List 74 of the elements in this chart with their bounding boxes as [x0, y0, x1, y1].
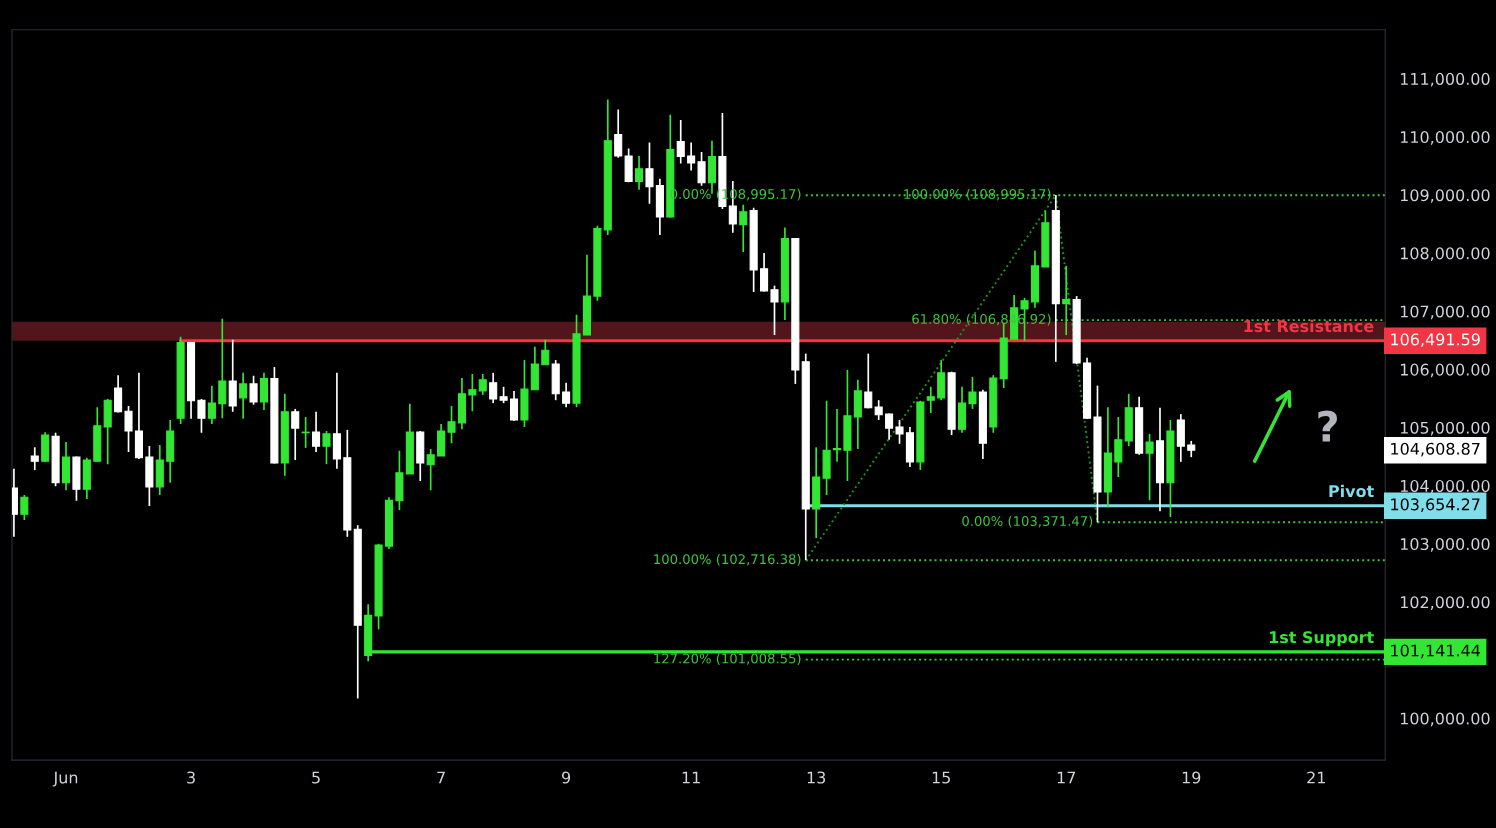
x-tick-label: 11	[682, 771, 700, 784]
candlestick	[259, 372, 269, 411]
y-tick-label: 100,000.00	[1400, 712, 1490, 727]
y-tick-label: 106,000.00	[1400, 363, 1490, 378]
y-tick-label: 103,000.00	[1400, 538, 1490, 552]
y-tick-label: 110,000.00	[1400, 131, 1490, 145]
data-label: 103,654.27	[1391, 498, 1480, 513]
candlestick	[739, 203, 748, 253]
candlestick	[114, 374, 123, 414]
y-tick-label: 108,000.00	[1400, 247, 1490, 262]
candlestick	[687, 141, 696, 172]
series-label: Pivot	[1329, 484, 1374, 498]
candlestick	[20, 494, 29, 521]
annotation: 100.00% (102,716.38)	[654, 553, 801, 566]
candlestick	[614, 108, 623, 159]
candlestick	[760, 252, 769, 293]
candlestick	[30, 446, 39, 471]
candlestick	[426, 448, 435, 492]
candlestick	[864, 352, 873, 410]
candlestick	[291, 408, 300, 461]
candlestick	[1114, 416, 1123, 478]
candlestick	[968, 376, 977, 410]
y-tick-label: 111,000.00	[1400, 72, 1490, 87]
x-tick-label: 15	[932, 771, 950, 784]
y-tick-label: 105,000.00	[1400, 421, 1490, 436]
x-tick-label: 21	[1307, 771, 1325, 784]
annotation: 127.20% (101,008.55)	[654, 653, 801, 665]
y-tick-label: 109,000.00	[1400, 189, 1490, 203]
x-tick-label: 9	[562, 771, 571, 784]
x-tick-label: 17	[1057, 771, 1076, 784]
candlestick	[676, 119, 685, 165]
candlestick	[1145, 433, 1154, 502]
x-tick-label: 5	[312, 771, 320, 784]
series-label: 1st Support	[1269, 631, 1374, 647]
x-tick-label: 13	[807, 771, 826, 784]
x-tick-label: Jun	[52, 771, 78, 787]
candlestick	[322, 430, 331, 465]
candlestick	[489, 372, 498, 404]
candlestick	[509, 390, 519, 422]
annotation: 0.00% (103,371.47)	[962, 515, 1093, 528]
annotation: 100.00% (108,995.17)	[904, 188, 1051, 201]
candlestick	[197, 398, 206, 434]
series-label: 1st Resistance	[1244, 319, 1374, 333]
candlestick	[541, 338, 550, 366]
candlestick	[239, 372, 248, 420]
candlestick	[926, 385, 935, 414]
candlestick	[447, 405, 456, 445]
candlestick	[635, 155, 644, 191]
x-tick-label: 7	[437, 771, 445, 784]
y-tick-label: 102,000.00	[1400, 596, 1490, 610]
candlestick	[832, 408, 842, 463]
candlestick	[312, 410, 321, 453]
candlestick	[207, 384, 216, 425]
candlestick	[874, 399, 883, 421]
data-label: 101,141.44	[1391, 644, 1481, 659]
candlestick	[1062, 265, 1071, 336]
annotation: ?	[1318, 410, 1337, 442]
candlestick	[895, 419, 904, 445]
candlestick	[645, 141, 654, 205]
y-tick-label: 104,000.00	[1400, 479, 1490, 494]
candlestick	[885, 412, 894, 441]
candlestick	[478, 373, 487, 396]
candlestick	[124, 405, 133, 453]
candlestick	[468, 373, 477, 413]
candlestick	[562, 381, 571, 409]
x-tick-label: 3	[187, 771, 195, 784]
y-tick-label: 107,000.00	[1400, 305, 1490, 320]
x-tick-label: 19	[1182, 771, 1201, 784]
candlestick	[770, 284, 779, 336]
candlestick	[249, 374, 258, 406]
data-label: 106,491.59	[1391, 333, 1480, 348]
candlestick	[218, 317, 227, 420]
candlestick	[697, 151, 706, 187]
text: 104,608.87	[1391, 442, 1480, 457]
